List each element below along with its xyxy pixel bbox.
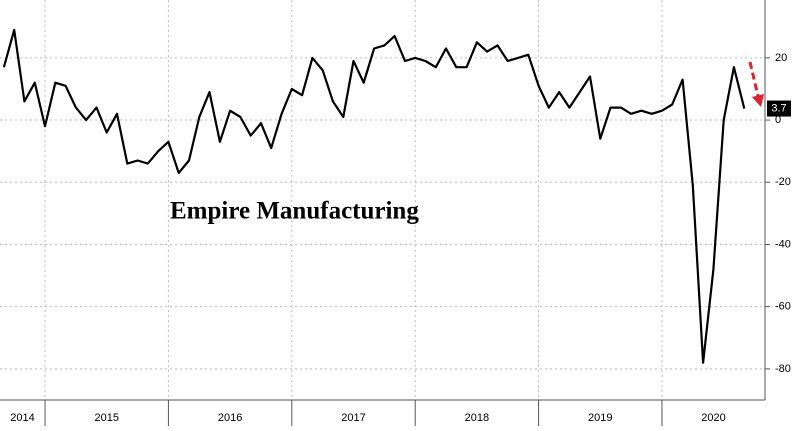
y-tick-label: -60 [775, 301, 791, 313]
y-tick-label: -20 [775, 176, 791, 188]
x-tick-label: 2019 [588, 412, 612, 424]
arrow-head [752, 94, 764, 107]
last-value-label: 3.7 [771, 102, 786, 114]
y-tick-label: -40 [775, 238, 791, 250]
x-tick-label: 2017 [341, 412, 365, 424]
x-tick-label: 2015 [94, 412, 118, 424]
x-tick-label: 2020 [701, 412, 725, 424]
line [2, 28, 746, 364]
y-tick-label: 20 [775, 52, 787, 64]
chart-title: Empire Manufacturing [170, 198, 419, 225]
x-tick-label: 2014 [10, 412, 34, 424]
y-tick-label: -80 [775, 363, 791, 375]
x-tick-label: 2016 [218, 412, 242, 424]
y-tick-label: 0 [775, 114, 781, 126]
arrow-shaft [748, 61, 760, 97]
x-tick-label: 2018 [465, 412, 489, 424]
last-value-box [767, 100, 791, 117]
